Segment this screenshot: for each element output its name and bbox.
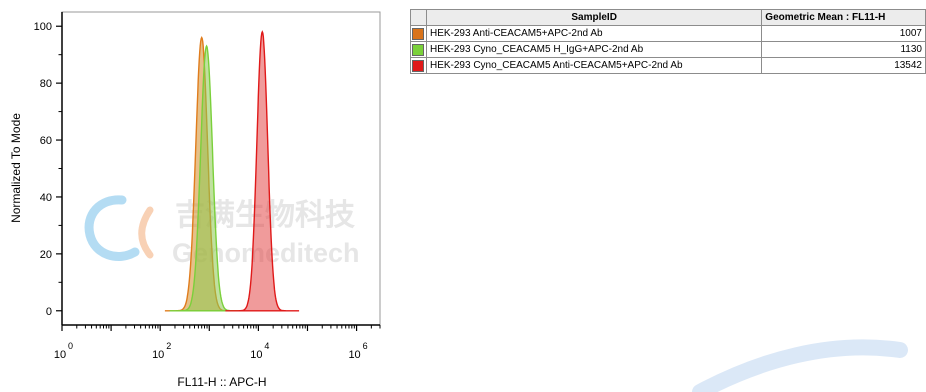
x-axis-label: FL11-H :: APC-H [177,375,266,389]
y-axis-label: Normalized To Mode [9,113,23,223]
table-row-swatch-cell [410,25,427,42]
y-tick-label: 100 [34,21,52,33]
y-tick-label: 0 [46,306,52,318]
table-row: HEK-293 Cyno_CEACAM5 Anti-CEACAM5+APC-2n… [410,57,926,74]
table-row-value: 1130 [761,41,926,58]
table-row-swatch-cell [410,41,427,58]
table-row-value: 13542 [761,57,926,74]
table-row-swatch-cell [410,57,427,74]
y-tick-label: 20 [40,249,52,261]
x-tick-label: 102 [152,341,171,361]
x-tick-label: 106 [348,341,367,361]
x-tick-exp: 2 [166,341,171,351]
table-row-sample: HEK-293 Cyno_CEACAM5 Anti-CEACAM5+APC-2n… [425,57,763,74]
table-header-sampleid: SampleID [425,9,763,26]
x-tick-base: 10 [54,349,66,361]
series-layer [164,30,300,312]
series-2-curve [169,44,244,312]
statistics-table: SampleID Geometric Mean : FL11-H HEK-293… [410,9,926,74]
plot-frame [61,11,381,326]
watermark: 吉满生物科技 Genomeditech [84,195,360,268]
table-header-corner [410,9,427,26]
x-tick-exp: 6 [363,341,368,351]
table-header-row: SampleID Geometric Mean : FL11-H [410,9,926,26]
table-row: HEK-293 Anti-CEACAM5+APC-2nd Ab 1007 [410,25,926,42]
x-tick-label: 104 [250,341,269,361]
x-tick-exp: 4 [264,341,269,351]
color-swatch [412,27,425,40]
watermark-arc [692,339,908,392]
y-ticks: 0 20 40 60 80 100 [34,21,62,318]
watermark-logo [84,195,154,261]
x-tick-label: 100 [54,341,73,361]
table-header-geomean: Geometric Mean : FL11-H [761,9,926,26]
x-minor-ticks [61,325,381,331]
x-tick-base: 10 [152,349,164,361]
series-3-curve [225,30,300,312]
table-row-sample: HEK-293 Cyno_CEACAM5 H_IgG+APC-2nd Ab [425,41,763,58]
y-tick-label: 80 [40,78,52,90]
table-row-sample: HEK-293 Anti-CEACAM5+APC-2nd Ab [425,25,763,42]
x-tick-base: 10 [250,349,262,361]
y-tick-label: 60 [40,135,52,147]
color-swatch [412,43,425,56]
y-tick-label: 40 [40,192,52,204]
color-swatch [412,59,425,72]
x-tick-base: 10 [348,349,360,361]
table-row: HEK-293 Cyno_CEACAM5 H_IgG+APC-2nd Ab 11… [410,41,926,58]
x-tick-exp: 0 [68,341,73,351]
table-row-value: 1007 [761,25,926,42]
